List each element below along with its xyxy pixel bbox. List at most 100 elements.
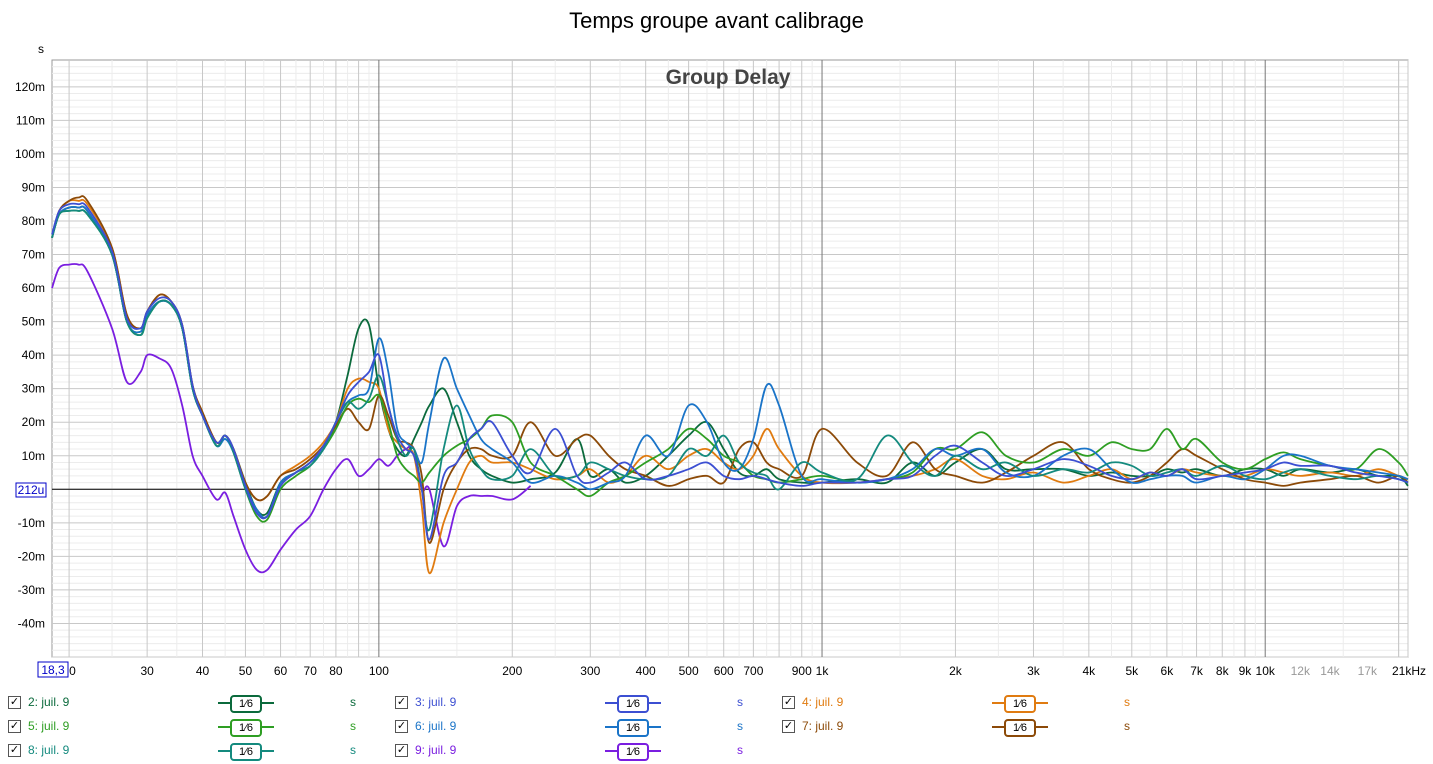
y-tick-label: -30m <box>18 583 45 597</box>
x-tick-label: 21kHz <box>1392 664 1426 678</box>
series-lines <box>51 195 1409 575</box>
x-tick-labels: 20 30 40 50 60 70 80 100 200 300 400 500 600 700 900 1k… <box>62 664 1426 678</box>
legend-unit: s <box>737 695 743 709</box>
x-tick-label: 17k <box>1358 664 1378 678</box>
start-frequency-box[interactable]: 18,3 <box>37 661 69 678</box>
x-tick-label: 7k <box>1190 664 1204 678</box>
x-tick-label: 60 <box>274 664 288 678</box>
grid <box>52 60 1409 658</box>
y-tick-label: 30m <box>22 382 45 396</box>
legend-checkbox[interactable]: ✓ <box>8 720 21 733</box>
series-line-8 <box>51 209 1409 532</box>
y-tick-label: 120m <box>15 80 45 94</box>
smoothing-label: 1⁄6 <box>617 743 649 761</box>
y-tick-label: -40m <box>18 616 45 630</box>
legend: ✓ 2: juil. 9 1⁄6 s ✓ 3: juil. 9 1⁄6 s ✓ 4: juil. … <box>0 690 1433 764</box>
smoothing-button[interactable]: 1⁄6 <box>992 694 1048 713</box>
legend-name: 5: juil. 9 <box>28 719 70 733</box>
legend-item: ✓ 6: juil. 9 1⁄6 s <box>395 718 775 738</box>
y-tick-label: 40m <box>22 348 45 362</box>
legend-name: 7: juil. 9 <box>802 719 844 733</box>
x-tick-label: 12k <box>1291 664 1311 678</box>
legend-unit: s <box>350 719 356 733</box>
y-tick-label: 90m <box>22 180 45 194</box>
legend-checkbox[interactable]: ✓ <box>395 744 408 757</box>
x-tick-label: 2k <box>949 664 963 678</box>
smoothing-button[interactable]: 1⁄6 <box>992 718 1048 737</box>
smoothing-label: 1⁄6 <box>230 695 262 713</box>
x-tick-label: 500 <box>679 664 699 678</box>
smoothing-label: 1⁄6 <box>1004 695 1036 713</box>
legend-name: 3: juil. 9 <box>415 695 457 709</box>
legend-checkbox[interactable]: ✓ <box>395 720 408 733</box>
smoothing-button[interactable]: 1⁄6 <box>218 742 274 761</box>
x-tick-label: 3k <box>1027 664 1041 678</box>
legend-unit: s <box>350 743 356 757</box>
smoothing-button[interactable]: 1⁄6 <box>605 718 661 737</box>
x-tick-label: 10k <box>1256 664 1276 678</box>
legend-item: ✓ 8: juil. 9 1⁄6 s <box>8 742 388 762</box>
legend-unit: s <box>1124 719 1130 733</box>
y-tick-label: 10m <box>22 449 45 463</box>
smoothing-label: 1⁄6 <box>617 719 649 737</box>
legend-item: ✓ 7: juil. 9 1⁄6 s <box>782 718 1162 738</box>
y-tick-label: 70m <box>22 248 45 262</box>
smoothing-label: 1⁄6 <box>1004 719 1036 737</box>
legend-checkbox[interactable]: ✓ <box>8 696 21 709</box>
legend-name: 8: juil. 9 <box>28 743 70 757</box>
y-tick-labels: 120m 110m 100m 90m 80m 70m 60m 50m 40m 30m 20m 10m -… <box>15 80 45 631</box>
zero-value-box[interactable]: 212u <box>15 482 47 498</box>
x-tick-label: 5k <box>1125 664 1139 678</box>
y-tick-label: 60m <box>22 281 45 295</box>
legend-name: 2: juil. 9 <box>28 695 70 709</box>
y-tick-label: 110m <box>16 113 45 127</box>
legend-checkbox[interactable]: ✓ <box>782 696 795 709</box>
x-tick-label: 200 <box>502 664 522 678</box>
legend-item: ✓ 4: juil. 9 1⁄6 s <box>782 694 1162 714</box>
legend-checkbox[interactable]: ✓ <box>782 720 795 733</box>
smoothing-button[interactable]: 1⁄6 <box>218 718 274 737</box>
smoothing-button[interactable]: 1⁄6 <box>605 742 661 761</box>
y-tick-label: 50m <box>22 315 45 329</box>
legend-name: 9: juil. 9 <box>415 743 457 757</box>
legend-name: 6: juil. 9 <box>415 719 457 733</box>
start-frequency-label: 18,3 <box>41 663 65 677</box>
smoothing-button[interactable]: 1⁄6 <box>218 694 274 713</box>
x-tick-label: 1k <box>816 664 830 678</box>
x-tick-label: 600 <box>714 664 734 678</box>
smoothing-label: 1⁄6 <box>230 743 262 761</box>
x-tick-label: 8k <box>1216 664 1230 678</box>
smoothing-button[interactable]: 1⁄6 <box>605 694 661 713</box>
series-line-9 <box>51 263 532 574</box>
legend-unit: s <box>737 743 743 757</box>
legend-item: ✓ 2: juil. 9 1⁄6 s <box>8 694 388 714</box>
legend-checkbox[interactable]: ✓ <box>8 744 21 757</box>
x-tick-label: 50 <box>239 664 253 678</box>
x-tick-label: 30 <box>140 664 154 678</box>
x-tick-label: 14k <box>1320 664 1340 678</box>
x-tick-label: 4k <box>1083 664 1097 678</box>
x-tick-label: 400 <box>636 664 656 678</box>
y-tick-label: -10m <box>18 516 45 530</box>
group-delay-chart[interactable]: 120m 110m 100m 90m 80m 70m 60m 50m 40m 30m 20m 10m -… <box>0 0 1433 690</box>
zero-value-label: 212u <box>18 483 45 497</box>
x-tick-label: 70 <box>304 664 318 678</box>
legend-unit: s <box>737 719 743 733</box>
y-axis-unit-label: s <box>38 42 44 56</box>
legend-name: 4: juil. 9 <box>802 695 844 709</box>
chart-title: Group Delay <box>666 66 791 89</box>
smoothing-label: 1⁄6 <box>617 695 649 713</box>
legend-checkbox[interactable]: ✓ <box>395 696 408 709</box>
y-tick-label: 20m <box>22 415 45 429</box>
x-tick-label: 700 <box>743 664 763 678</box>
x-tick-label: 80 <box>329 664 343 678</box>
legend-unit: s <box>350 695 356 709</box>
x-tick-label: 9k <box>1239 664 1253 678</box>
x-tick-label: 40 <box>196 664 210 678</box>
y-tick-label: -20m <box>18 549 45 563</box>
x-tick-label: 900 <box>792 664 812 678</box>
legend-item: ✓ 3: juil. 9 1⁄6 s <box>395 694 775 714</box>
legend-item: ✓ 5: juil. 9 1⁄6 s <box>8 718 388 738</box>
smoothing-label: 1⁄6 <box>230 719 262 737</box>
x-tick-label: 100 <box>369 664 389 678</box>
